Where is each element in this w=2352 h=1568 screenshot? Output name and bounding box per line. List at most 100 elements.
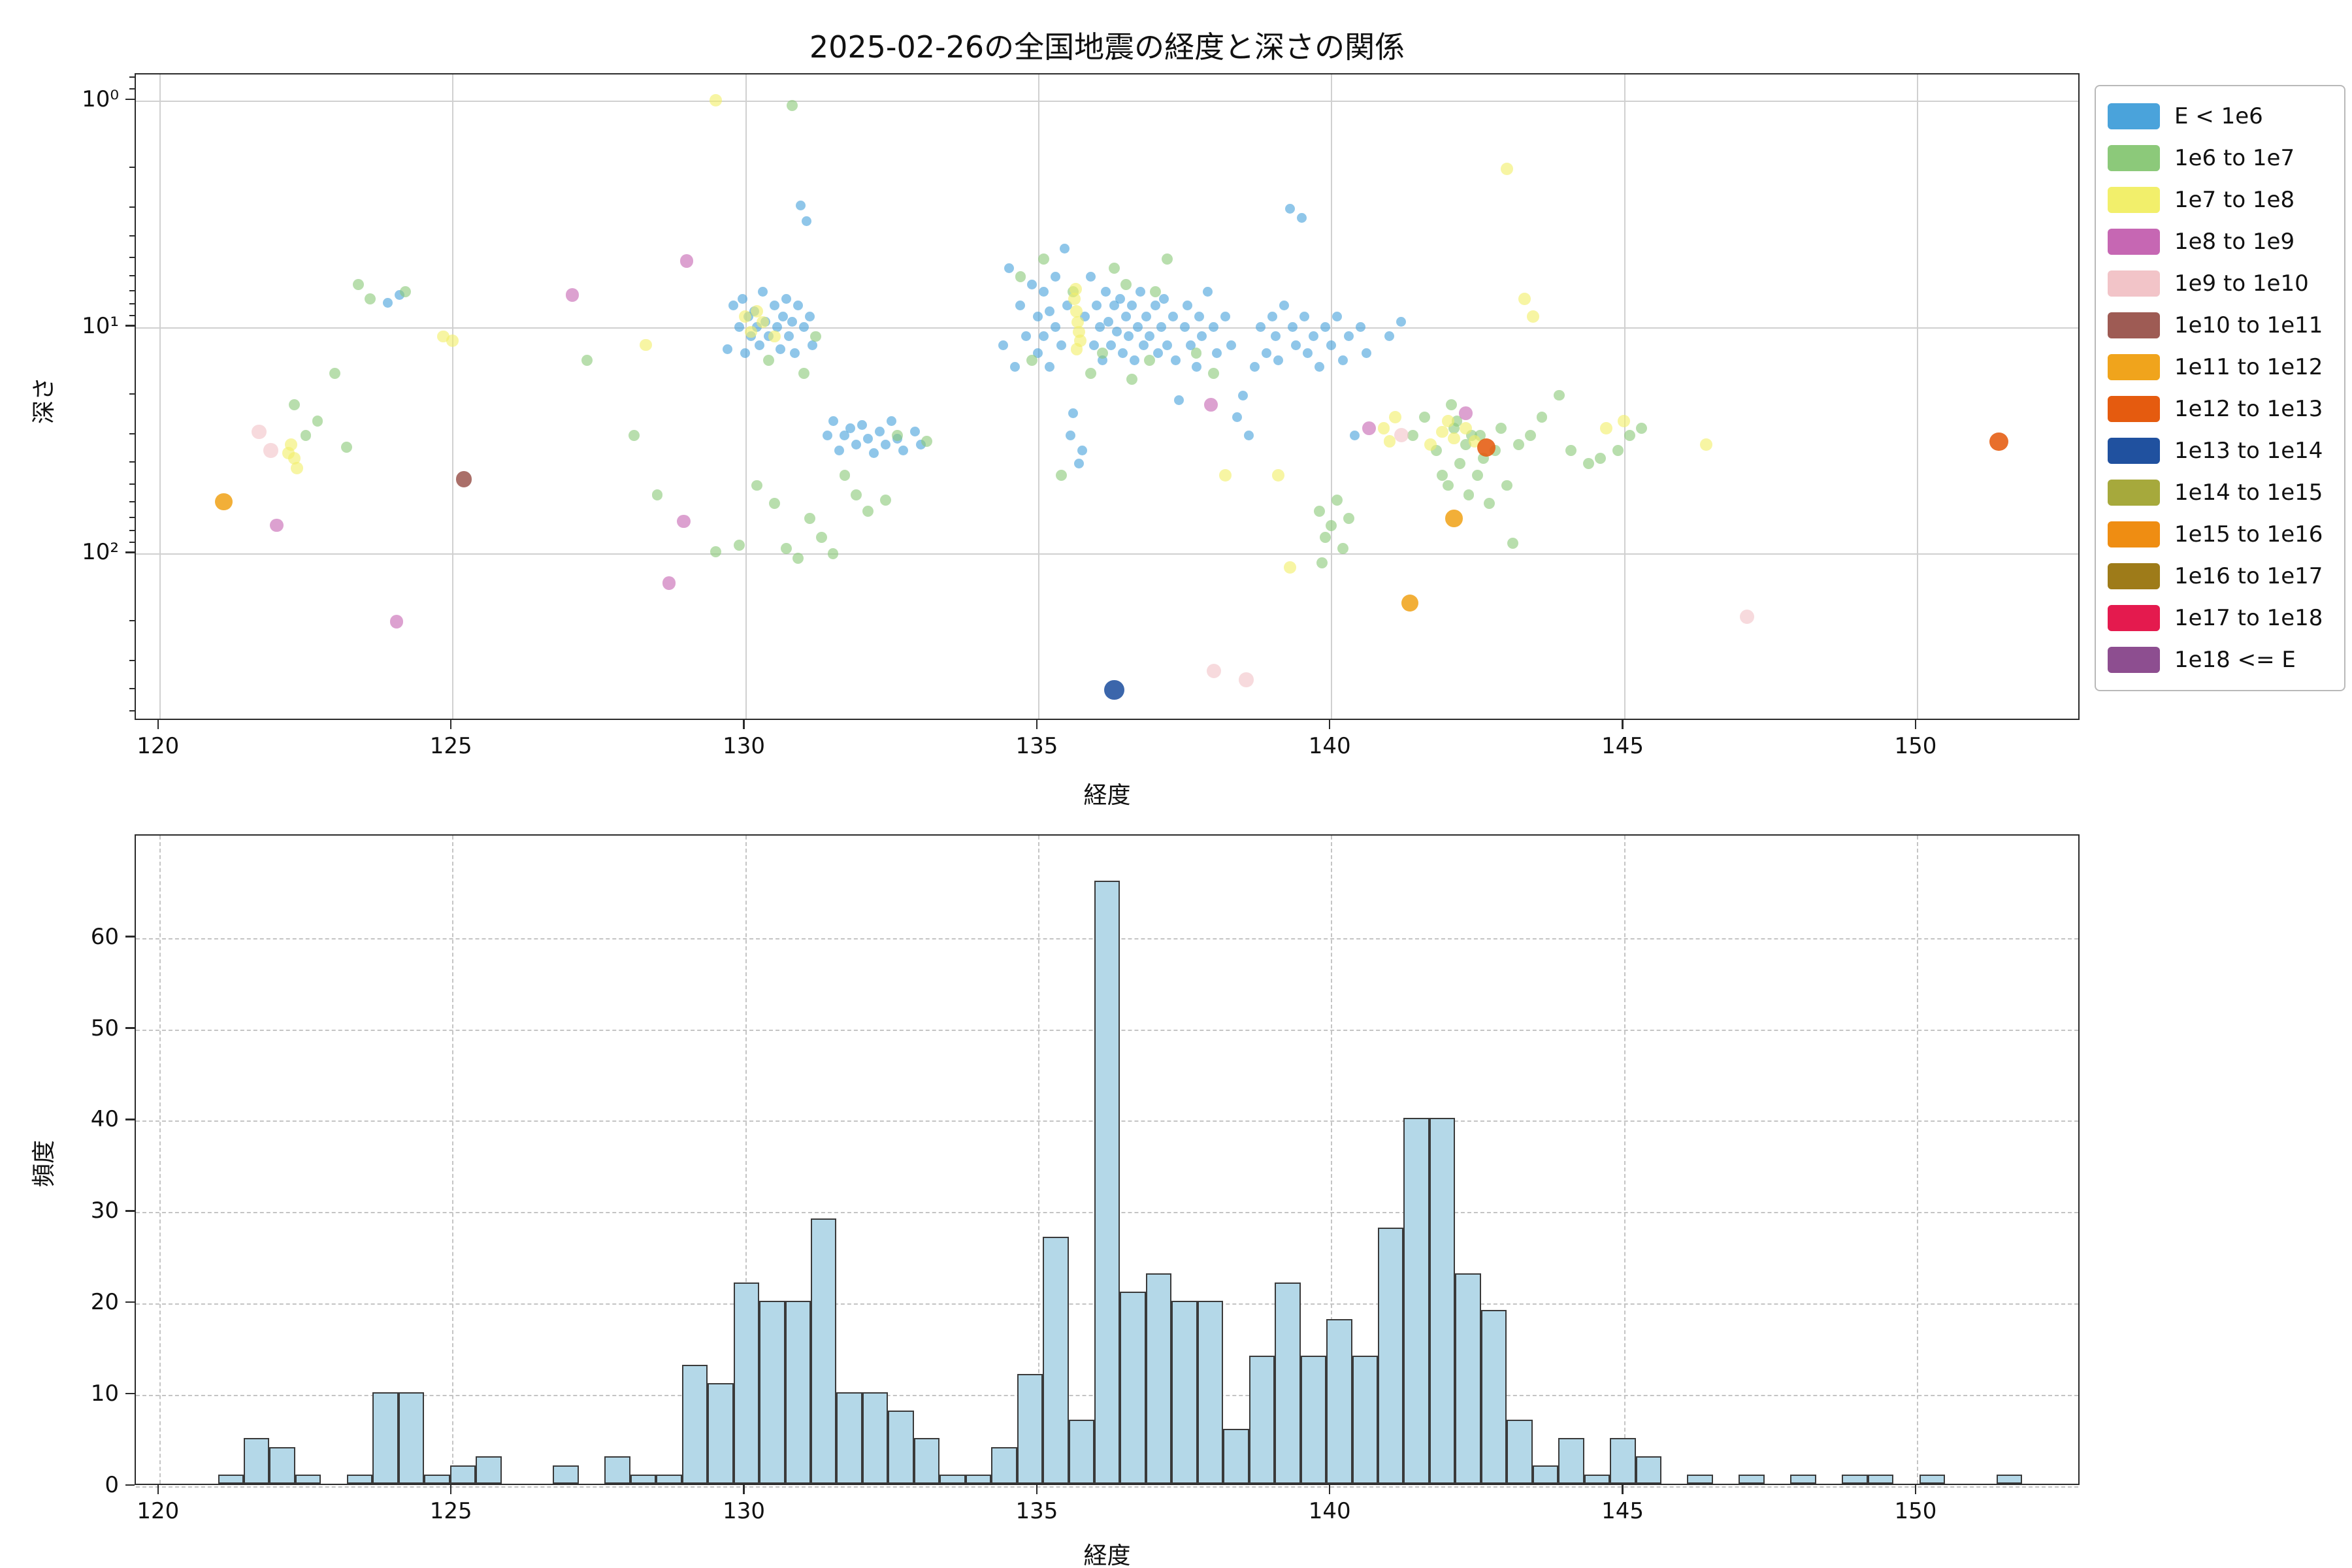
gridline [136,100,2078,102]
scatter-point [1141,312,1152,322]
scatter-point [353,279,365,291]
scatter-point [1162,340,1172,350]
scatter-point [1051,322,1061,333]
scatter-point [1015,300,1026,310]
x-tick-label: 135 [1015,733,1058,759]
legend-item: 1e11 to 1e12 [2096,346,2344,388]
histogram-bar [1377,1228,1404,1484]
scatter-point [1033,348,1043,358]
legend-item: 1e14 to 1e15 [2096,472,2344,514]
histogram-bar [1480,1310,1507,1484]
scatter-point [1232,412,1243,423]
scatter-point [1443,480,1454,491]
scatter-point [1056,469,1068,481]
scatter-point [1407,429,1419,441]
scatter-point [745,325,757,338]
x-tick-label: 130 [723,733,765,759]
y-tick-label: 10⁰ [82,86,119,112]
gridline [136,553,2078,555]
scatter-point [1500,162,1513,175]
scatter-point [1477,438,1495,457]
scatter-point [784,331,794,342]
scatter-point [1273,355,1284,365]
scatter-point [734,322,745,333]
y-minor-tick-mark [129,659,135,661]
scatter-point [792,553,804,564]
scatter-point [1069,283,1082,295]
scatter-point [1194,312,1204,322]
scatter-point [565,287,580,302]
scatter-plot-area [135,73,2080,720]
scatter-point [804,312,815,322]
legend-label: 1e7 to 1e8 [2174,187,2295,213]
scatter-point [1270,331,1281,342]
scatter-point [1038,253,1050,265]
histogram-bar [1223,1429,1249,1484]
histogram-bar [1867,1475,1894,1484]
scatter-point [710,546,722,557]
histogram-bar [372,1392,399,1484]
scatter-point [1501,480,1512,491]
scatter-point [1463,489,1475,500]
scatter-point [755,340,765,350]
histogram-bar [1171,1301,1198,1484]
scatter-point [734,540,745,551]
y-minor-tick-mark [129,393,135,395]
scatter-point [1290,340,1301,350]
scatter-point [1459,406,1473,420]
scatter-point [1149,286,1161,298]
scatter-point [329,367,341,379]
scatter-point [910,427,921,437]
scatter-point [1250,362,1260,372]
histogram-bar [656,1475,682,1484]
x-tick-mark [449,720,452,729]
scatter-point [287,452,301,465]
legend-swatch-icon [2108,480,2160,506]
histogram-ylabel: 頻度 [31,1140,57,1188]
y-tick-mark [125,936,135,938]
scatter-point [898,445,909,455]
scatter-point [269,518,284,532]
x-tick-mark [1036,720,1038,729]
scatter-point [1244,430,1254,440]
scatter-point [1377,422,1390,435]
histogram-bar [449,1465,476,1484]
histogram-bar [810,1218,837,1484]
scatter-point [1349,430,1360,440]
scatter-point [751,304,763,318]
legend-item: 1e8 to 1e9 [2096,221,2344,263]
scatter-point [1238,672,1254,687]
scatter-point [769,300,779,310]
y-minor-tick-mark [129,76,135,78]
scatter-point [1074,458,1085,468]
scatter-point [1068,408,1079,418]
gridline [1624,74,1625,719]
scatter-point [1168,312,1178,322]
gridline [452,74,454,719]
scatter-point [1086,272,1096,282]
scatter-point [1039,331,1049,342]
legend-swatch-icon [2108,145,2160,171]
legend-swatch-icon [2108,103,2160,129]
scatter-point [787,317,797,327]
y-tick-mark [125,1301,135,1303]
scatter-point [1120,312,1131,322]
x-tick-mark [743,1485,745,1494]
scatter-point [798,367,809,379]
gridline [136,1486,2078,1488]
scatter-point [1524,429,1536,441]
scatter-point [1284,203,1295,214]
x-tick-mark [449,1485,452,1494]
y-tick-mark [125,1027,135,1029]
histogram-bar [1739,1475,1765,1484]
scatter-point [1033,312,1043,322]
legend-item: 1e9 to 1e10 [2096,263,2344,304]
scatter-point [757,316,769,329]
histogram-bar [1687,1475,1713,1484]
histogram-bar [398,1392,425,1484]
histogram-bar [888,1411,914,1484]
scatter-point [1126,300,1137,310]
scatter-point [857,419,868,430]
scatter-point [1583,457,1595,469]
scatter-point [851,439,862,449]
